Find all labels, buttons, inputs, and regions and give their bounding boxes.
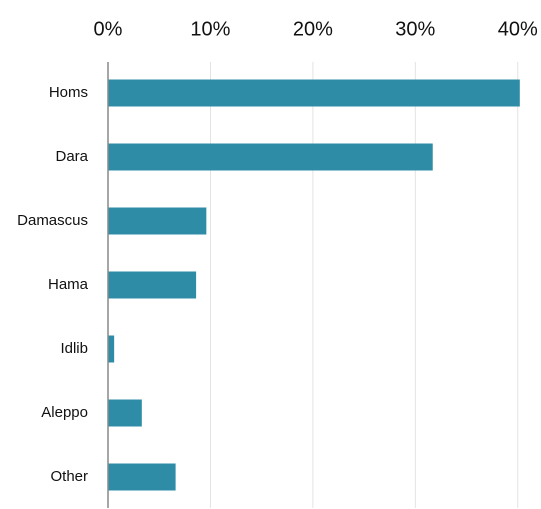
bar-damascus bbox=[108, 207, 207, 235]
x-tick-label: 40% bbox=[498, 18, 538, 40]
bar-aleppo bbox=[108, 399, 142, 427]
x-tick-label: 0% bbox=[94, 18, 123, 40]
bar-other bbox=[108, 463, 176, 491]
bar-homs bbox=[108, 79, 520, 107]
y-tick-label: Dara bbox=[55, 148, 88, 165]
bars bbox=[108, 79, 520, 491]
x-tick-labels: 0% 10% 20% 30% 40% bbox=[94, 18, 538, 40]
bar-hama bbox=[108, 271, 197, 299]
x-tick-label: 10% bbox=[190, 18, 230, 40]
y-tick-label: Damascus bbox=[17, 212, 88, 229]
gridlines bbox=[209, 62, 519, 508]
x-tick-label: 30% bbox=[395, 18, 435, 40]
bar-dara bbox=[108, 143, 433, 171]
y-tick-label: Idlib bbox=[60, 340, 88, 357]
y-tick-label: Aleppo bbox=[41, 404, 88, 421]
y-tick-label: Homs bbox=[49, 84, 88, 101]
y-tick-labels: Homs Dara Damascus Hama Idlib Aleppo Other bbox=[17, 84, 89, 485]
y-tick-label: Other bbox=[50, 468, 88, 485]
x-tick-label: 20% bbox=[293, 18, 333, 40]
y-tick-label: Hama bbox=[48, 276, 89, 293]
bar-idlib bbox=[108, 335, 115, 363]
